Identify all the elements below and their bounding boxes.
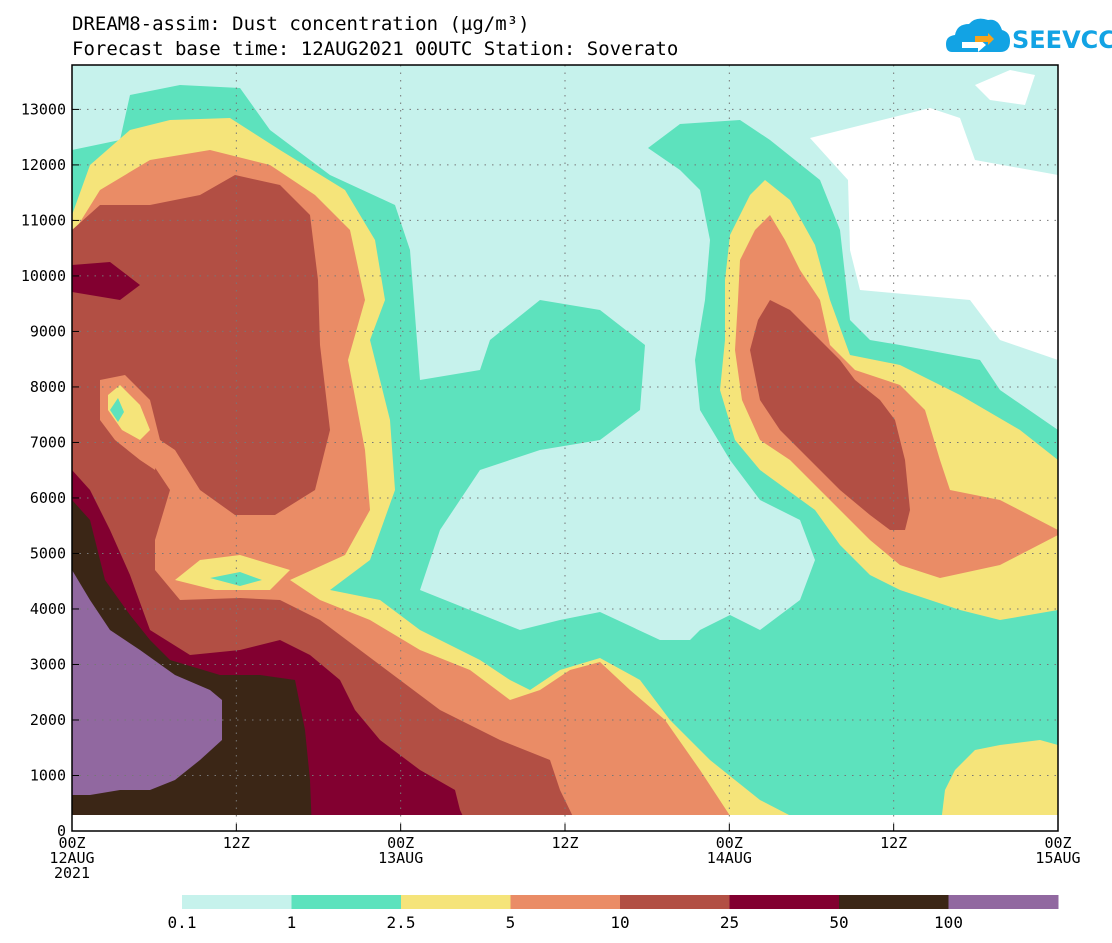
x-tick-label: 00Z [1044, 834, 1071, 852]
x-tick-label: 00Z [58, 834, 85, 852]
colorbar-legend: 0.1 1 2.5 5 10 25 50 100 [168, 895, 1059, 932]
colorbar-label: 25 [720, 913, 739, 932]
colorbar-label: 50 [829, 913, 848, 932]
colorbar-label: 10 [610, 913, 629, 932]
y-tick-label: 6000 [30, 489, 66, 507]
x-tick-label: 14AUG [707, 849, 752, 867]
plot-frame [71, 64, 1059, 832]
x-tick-label: 2021 [54, 864, 90, 882]
colorbar-label: 100 [934, 913, 963, 932]
y-tick-label: 10000 [21, 267, 66, 285]
y-tick-label: 8000 [30, 378, 66, 396]
y-tick-label: 1000 [30, 766, 66, 784]
colorbar-swatch [839, 895, 949, 909]
colorbar-swatch [401, 895, 511, 909]
logo-text: SEEVCCC [1012, 26, 1112, 54]
chart-title: DREAM8-assim: Dust concentration (µg/m³) [72, 13, 530, 35]
colorbar-swatch [182, 895, 292, 909]
y-tick-label: 11000 [21, 211, 66, 229]
x-tick-label: 12Z [880, 834, 907, 852]
x-tick-label: 12Z [551, 834, 578, 852]
colorbar-swatch [510, 895, 621, 909]
y-tick-label: 9000 [30, 322, 66, 340]
x-tick-label: 00Z [387, 834, 414, 852]
x-tick-label: 12AUG [49, 849, 94, 867]
x-tick-label: 00Z [716, 834, 743, 852]
y-axis: 0 1000 2000 3000 4000 5000 6000 7000 8000 9000 100… [21, 100, 79, 840]
colorbar-label: 2.5 [387, 913, 416, 932]
y-tick-label: 2000 [30, 711, 66, 729]
y-tick-label: 13000 [21, 100, 66, 118]
band-below-0.1 [810, 108, 1058, 360]
band-100 [72, 570, 222, 795]
colorbar-swatch [729, 895, 840, 909]
colorbar-label: 1 [287, 913, 297, 932]
colorbar-label: 5 [506, 913, 516, 932]
colorbar-swatch [948, 895, 1059, 909]
colorbar-swatch [620, 895, 730, 909]
y-tick-label: 12000 [21, 156, 66, 174]
x-tick-label: 12Z [223, 834, 250, 852]
grid [72, 65, 1058, 831]
y-tick-label: 0 [57, 822, 66, 840]
y-tick-label: 3000 [30, 655, 66, 673]
x-tick-label: 13AUG [378, 849, 423, 867]
y-tick-label: 4000 [30, 600, 66, 618]
colorbar-swatch [291, 895, 402, 909]
cloud-icon [946, 18, 1010, 53]
chart-subtitle: Forecast base time: 12AUG2021 00UTC Stat… [72, 38, 678, 60]
y-tick-label: 7000 [30, 433, 66, 451]
y-tick-label: 5000 [30, 544, 66, 562]
x-tick-label: 15AUG [1035, 849, 1080, 867]
colorbar-label: 0.1 [168, 913, 197, 932]
seevccc-logo: SEEVCCC [946, 18, 1112, 54]
